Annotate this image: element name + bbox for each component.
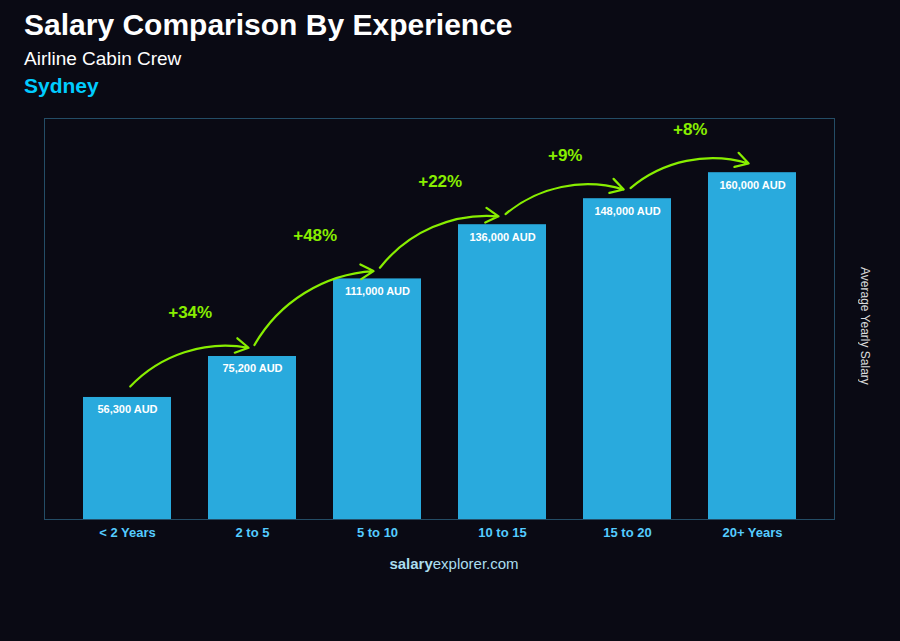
svg-text:+22%: +22% (418, 172, 462, 191)
svg-text:5 to 10: 5 to 10 (357, 525, 398, 540)
svg-text:+48%: +48% (293, 226, 337, 245)
svg-text:148,000 AUD: 148,000 AUD (594, 205, 660, 217)
svg-text:136,000 AUD: 136,000 AUD (469, 231, 535, 243)
html-text:Airline Cabin Crew: Airline Cabin Crew (24, 48, 182, 69)
svg-text:2 to 5: 2 to 5 (236, 525, 270, 540)
svg-text:+34%: +34% (168, 303, 212, 322)
svg-text:+8%: +8% (673, 120, 708, 139)
svg-text:10 to 15: 10 to 15 (478, 525, 526, 540)
svg-text:75,200 AUD: 75,200 AUD (222, 362, 282, 374)
html-text:Salary Comparison By Experienc: Salary Comparison By Experience (24, 8, 513, 41)
html-text:Sydney: Sydney (24, 74, 99, 97)
svg-text:56,300 AUD: 56,300 AUD (97, 403, 157, 415)
html-text:salary explorer.com: salary explorer.com (389, 555, 519, 572)
svg-text:160,000 AUD: 160,000 AUD (719, 178, 785, 190)
html-text:Average Yearly Salary: Average Yearly Salary (858, 266, 872, 385)
svg-text:20+ Years: 20+ Years (722, 525, 782, 540)
svg-text:< 2 Years: < 2 Years (99, 525, 156, 540)
svg-text:+9%: +9% (548, 146, 583, 165)
svg-text:15 to 20: 15 to 20 (603, 525, 651, 540)
svg-text:111,000 AUD: 111,000 AUD (345, 285, 410, 297)
